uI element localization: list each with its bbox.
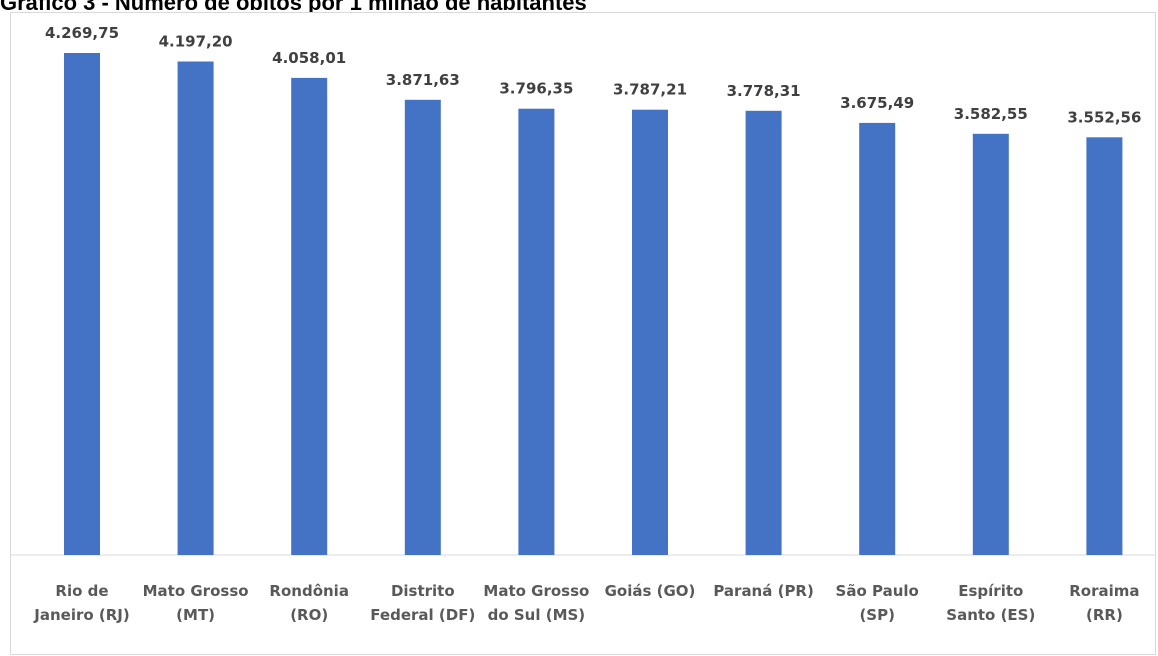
category-label: Paraná (PR): [713, 582, 814, 600]
category-label-line: Federal (DF): [370, 606, 475, 624]
category-label-line: (SP): [859, 606, 895, 624]
category-label-line: Distrito: [391, 582, 455, 600]
bar: [518, 108, 555, 555]
bar: [291, 77, 328, 556]
data-label: 3.787,21: [613, 81, 687, 99]
category-label: Mato Grosso do Sul (MS): [483, 582, 589, 624]
category-label-line: Paraná (PR): [713, 582, 814, 600]
category-label-line: Roraima: [1069, 582, 1139, 600]
category-label: Espírito Santo (ES): [946, 582, 1035, 624]
data-label: 3.778,31: [727, 82, 801, 100]
data-label: 4.269,75: [45, 24, 119, 42]
bar: [745, 110, 782, 556]
category-label-line: Goiás (GO): [605, 582, 696, 600]
category-label-line: Mato Grosso: [483, 582, 589, 600]
category-labels-group: Rio de Janeiro (RJ) Mato Grosso (MT) Rondôni…: [33, 582, 1139, 624]
category-label: Rio de Janeiro (RJ): [33, 582, 129, 624]
data-label: 3.675,49: [840, 94, 914, 112]
chart-title: Gráfico 3 - Número de óbitos por 1 milhã…: [0, 0, 587, 15]
category-label: Distrito Federal (DF): [370, 582, 475, 624]
data-label: 4.058,01: [272, 49, 346, 67]
data-label: 3.796,35: [499, 80, 573, 98]
category-label-line: Santo (ES): [946, 606, 1035, 624]
category-label-line: Rondônia: [269, 582, 349, 600]
category-label-line: Janeiro (RJ): [33, 606, 129, 624]
bars-group: [64, 53, 1123, 556]
category-label-line: (RO): [290, 606, 328, 624]
data-labels-group: 4.269,75 4.197,20 4.058,01 3.871,63 3.796,35…: [45, 24, 1141, 126]
chart-area: 4.269,75 4.197,20 4.058,01 3.871,63 3.796,35…: [10, 12, 1156, 655]
category-label: Rondônia (RO): [269, 582, 349, 624]
category-label-line: São Paulo: [836, 582, 919, 600]
category-label: Goiás (GO): [605, 582, 696, 600]
bar-chart: 4.269,75 4.197,20 4.058,01 3.871,63 3.796,35…: [11, 24, 1155, 624]
bar: [632, 109, 668, 555]
data-label: 4.197,20: [159, 33, 233, 51]
category-label: Mato Grosso (MT): [143, 582, 249, 624]
bar: [972, 133, 1009, 556]
bar: [404, 99, 441, 556]
category-label-line: (MT): [176, 606, 215, 624]
bar: [859, 122, 896, 556]
category-label: São Paulo (SP): [836, 582, 919, 624]
data-label: 3.582,55: [954, 105, 1028, 123]
bar: [177, 61, 214, 555]
bar: [1086, 137, 1123, 556]
category-label-line: (RR): [1086, 606, 1123, 624]
category-label-line: Rio de: [55, 582, 108, 600]
data-label: 3.871,63: [386, 71, 460, 89]
category-label-line: Mato Grosso: [143, 582, 249, 600]
data-label: 3.552,56: [1067, 108, 1141, 126]
category-label-line: Espírito: [958, 582, 1023, 600]
bar: [64, 53, 100, 555]
category-label: Roraima (RR): [1069, 582, 1139, 624]
category-label-line: do Sul (MS): [488, 606, 586, 624]
